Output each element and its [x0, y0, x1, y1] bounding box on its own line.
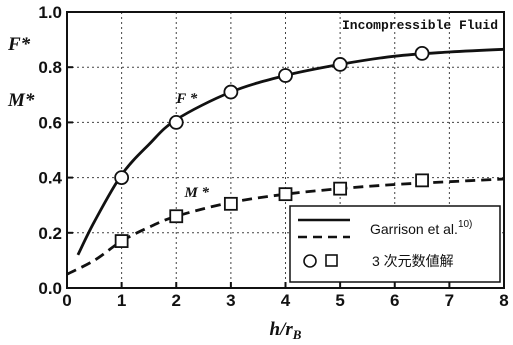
x-axis-label: h/rB: [270, 319, 302, 342]
f-curve-label: F *: [175, 91, 197, 107]
x-tick-label: 7: [445, 291, 454, 310]
legend-marker-label: 3 次元数値解: [372, 253, 454, 269]
f-data-point: [223, 84, 239, 100]
x-tick-label: 0: [62, 291, 71, 310]
f-data-point: [278, 68, 293, 83]
x-tick-label: 2: [172, 291, 181, 310]
m-data-point: [278, 187, 293, 202]
chart-title: Incompressible Fluid: [342, 18, 498, 33]
f-data-point: [168, 115, 184, 130]
m-data-point: [169, 209, 184, 224]
x-tick-label: 1: [117, 291, 126, 310]
y-tick-label: 1.0: [38, 3, 62, 22]
y-tick-label: 0.4: [38, 169, 62, 188]
markers: [114, 46, 430, 248]
y-tick-label: 0.8: [38, 58, 62, 77]
x-tick-label: 5: [335, 291, 344, 310]
legend-circle-marker: [303, 254, 317, 268]
x-axis-label-sub: B: [292, 327, 302, 342]
m-data-point: [223, 196, 238, 211]
legend-line-text: Garrison et al.: [370, 221, 458, 237]
y-tick-label: 0.0: [38, 279, 62, 298]
f-data-point: [414, 46, 430, 61]
x-tick-label: 8: [499, 291, 508, 310]
legend-box: [289, 205, 501, 283]
m-data-point: [415, 173, 429, 188]
f-data-point: [114, 170, 130, 186]
f-data-point: [332, 57, 348, 72]
legend: Garrison et al.10) 3 次元数値解: [289, 205, 501, 283]
ticks: 0 1 2 3 4 5 6 7 8 0.0 0.2 0.4 0.6 0.8 1.0: [38, 3, 508, 310]
y-axis-label-f: F*: [7, 34, 31, 55]
x-axis-label-main: h/r: [270, 319, 294, 340]
y-axis-label-m: M*: [7, 90, 35, 111]
x-tick-label: 3: [226, 291, 235, 310]
y-tick-label: 0.6: [38, 113, 62, 132]
legend-line-label: Garrison et al.10): [370, 219, 472, 237]
x-tick-label: 6: [390, 291, 399, 310]
m-curve-label: M *: [183, 185, 209, 201]
m-data-point: [114, 234, 129, 248]
m-data-point: [333, 181, 348, 196]
x-tick-label: 4: [281, 291, 291, 310]
legend-line-superscript: 10): [458, 219, 472, 230]
y-tick-label: 0.2: [38, 224, 62, 243]
legend-square-marker: [325, 254, 338, 267]
